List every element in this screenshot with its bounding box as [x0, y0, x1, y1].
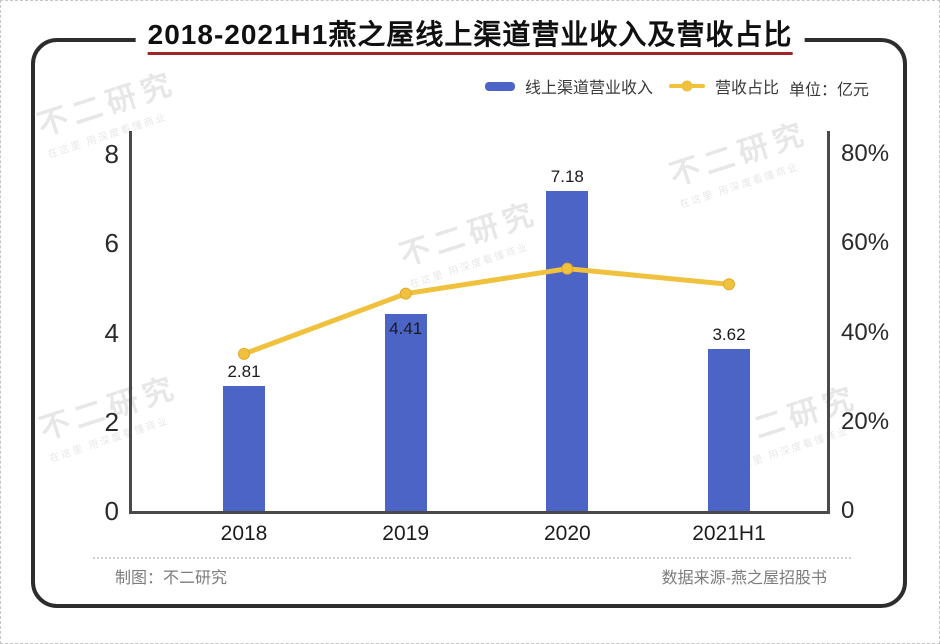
bar-value-label: 7.18: [550, 166, 584, 186]
x-axis-label: 2018: [220, 522, 268, 545]
right-axis-tick-label: 80%: [841, 140, 890, 167]
x-axis-label: 2021H1: [692, 522, 766, 545]
x-axis-label: 2019: [382, 522, 430, 545]
line-point: [399, 287, 412, 300]
left-axis-tick-label: 2: [104, 406, 119, 437]
bar-2018: [223, 385, 265, 511]
bar-value-label: 2.81: [227, 361, 261, 381]
page-title: 2018-2021H1燕之屋线上渠道营业收入及营收占比: [147, 19, 793, 50]
left-axis-tick-label: 8: [104, 139, 119, 169]
chart-legend: 线上渠道营业收入 营收占比: [485, 74, 779, 98]
line-point: [723, 278, 735, 291]
left-axis-tick-label: 6: [104, 228, 119, 259]
bar-2019: [384, 314, 427, 511]
line-series-swatch-icon: [669, 80, 706, 92]
footer-source: 数据来源-燕之屋招股书: [661, 570, 827, 587]
footer-credit: 制图：不二研究: [115, 570, 228, 587]
right-axis-tick-label: 0: [841, 497, 855, 524]
line-point: [238, 347, 250, 360]
right-axis-tick-label: 20%: [841, 407, 890, 435]
bar-2021H1: [708, 349, 750, 511]
left-y-axis-line: [129, 131, 132, 514]
left-axis-tick-label: 4: [104, 317, 119, 348]
bar-value-label: 3.62: [712, 325, 746, 345]
x-axis-line: [129, 511, 830, 514]
left-axis-tick-label: 0: [104, 496, 119, 526]
legend-item-line-series: 营收占比: [669, 74, 779, 98]
line-series-dot-icon: [681, 80, 693, 92]
x-axis-label: 2020: [543, 522, 591, 545]
legend-label-bar-series: 线上渠道营业收入: [525, 80, 654, 97]
legend-item-bar-series: 线上渠道营业收入: [485, 74, 653, 98]
bar-2020: [546, 190, 589, 511]
unit-note: 单位：亿元: [789, 82, 870, 99]
title-underline: [147, 52, 793, 56]
right-axis-tick-label: 40%: [841, 318, 890, 346]
bar-series-swatch-icon: [485, 81, 515, 91]
chart-title-block: 2018-2021H1燕之屋线上渠道营业收入及营收占比: [135, 19, 805, 56]
footer-divider: [93, 557, 851, 559]
bar-value-label: 4.41: [389, 319, 423, 339]
right-y-axis-line: [827, 131, 830, 514]
right-axis-tick-label: 60%: [841, 229, 890, 257]
legend-label-line-series: 营收占比: [715, 80, 780, 97]
